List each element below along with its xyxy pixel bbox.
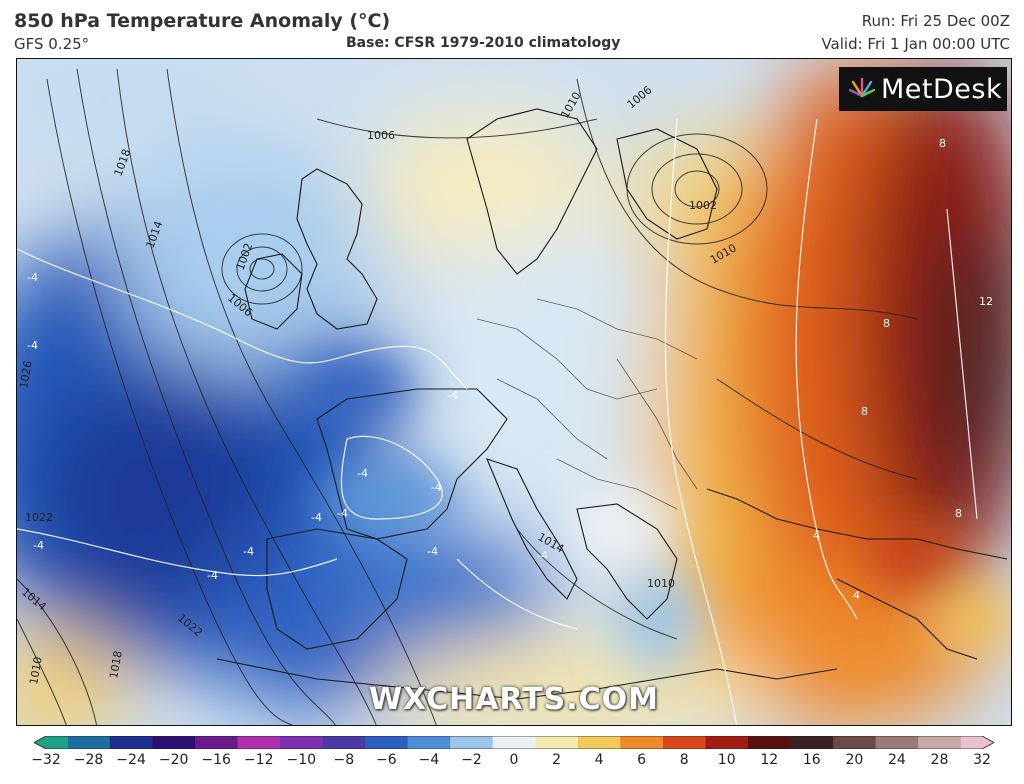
colorbar-tick-label: −28 — [73, 752, 104, 768]
anomaly-label: -4 — [33, 539, 44, 552]
colorbar-segment — [322, 736, 366, 749]
logo-text: MetDesk — [881, 73, 1003, 105]
anomaly-label: -4 — [431, 481, 442, 494]
colorbar-tick-label: −20 — [158, 752, 189, 768]
colorbar-segment — [662, 736, 706, 749]
valid-time-label: Valid: Fri 1 Jan 00:00 UTC — [821, 35, 1010, 53]
watermark: WXCHARTS.COM — [368, 682, 660, 717]
colorbar-tick-labels: −32 −28 −24 −20 −16 −12 −10 −8 −6 −4 −2 0 2 4 6 8 10 12 16… — [0, 752, 1024, 772]
colorbar-tick-label: −10 — [286, 752, 317, 768]
anomaly-detail — [297, 359, 1011, 669]
anomaly-label: -4 — [357, 467, 368, 480]
anomaly-contours — [17, 118, 978, 725]
isobars — [17, 68, 918, 725]
colorbar-segment — [960, 736, 994, 749]
colorbar-segment — [34, 736, 68, 749]
colorbar-segment — [833, 736, 877, 749]
colorbar-segment — [748, 736, 792, 749]
anomaly-label: 8 — [939, 137, 946, 150]
colorbar-tick-label: 20 — [845, 752, 864, 768]
colorbar-segment — [194, 736, 238, 749]
anomaly-label: 8 — [861, 405, 868, 418]
colorbar-tick-label: −32 — [31, 752, 61, 768]
country-borders — [476, 298, 698, 510]
colorbar-tick-label: −2 — [461, 752, 482, 768]
colorbar-tick-label: 2 — [552, 752, 561, 768]
isobar-label: 1010 — [27, 656, 45, 686]
metdesk-logo: MetDesk — [839, 67, 1007, 111]
colorbar-tick-label: 32 — [973, 752, 991, 768]
isobar-label: 1006 — [367, 129, 395, 142]
colorbar-segment — [492, 736, 536, 749]
anomaly-shading — [17, 59, 1011, 725]
anomaly-label: -4 — [243, 545, 254, 558]
colorbar-segment — [67, 736, 111, 749]
colorbar-tick-label: −4 — [418, 752, 440, 768]
map-canvas: 1018 1014 1002 1006 1006 1010 1006 1002 … — [17, 59, 1011, 725]
metdesk-burst-icon — [849, 77, 875, 98]
anomaly-label: 4 — [853, 589, 860, 602]
colorbar-tick-label: −24 — [116, 752, 146, 768]
isobar-label: 1018 — [107, 650, 125, 680]
anomaly-label: -4 — [537, 549, 548, 562]
colorbar-segment — [790, 736, 834, 749]
anomaly-label: 4 — [813, 529, 820, 542]
colorbar-segment — [237, 736, 281, 749]
model-label: GFS 0.25° — [14, 35, 90, 53]
anomaly-label: -4 — [207, 569, 218, 582]
colorbar-segment — [280, 736, 324, 749]
colorbar-segments — [34, 736, 994, 749]
anomaly-label: -4 — [447, 389, 458, 402]
anomaly-labels: -4 -4 -4 -4 -4 -4 -4 -4 -4 -4 -4 -4 8 8 … — [27, 137, 993, 602]
colorbar-segment — [365, 736, 409, 749]
anomaly-label: -4 — [427, 545, 438, 558]
colorbar-segment — [620, 736, 664, 749]
colorbar-tick-label: 16 — [802, 752, 821, 768]
anomaly-label: -4 — [337, 507, 348, 520]
colorbar-tick-label: 6 — [637, 752, 647, 768]
colorbar-tick-label: −12 — [243, 752, 274, 768]
colorbar-segment — [705, 736, 749, 749]
anomaly-label: -4 — [311, 511, 322, 524]
anomaly-label: 12 — [979, 295, 993, 308]
colorbar-segment — [407, 736, 451, 749]
colorbar-tick-label: 24 — [887, 752, 906, 768]
colorbar-segment — [109, 736, 153, 749]
anomaly-label: 8 — [955, 507, 962, 520]
colorbar-tick-label: 12 — [760, 752, 779, 768]
colorbar-segment — [875, 736, 919, 749]
anomaly-label: -4 — [27, 339, 38, 352]
run-time-label: Run: Fri 25 Dec 00Z — [861, 12, 1010, 30]
colorbar-segment — [918, 736, 962, 749]
anomaly-map: 1018 1014 1002 1006 1006 1010 1006 1002 … — [16, 58, 1012, 726]
chart-title: 850 hPa Temperature Anomaly (°C) — [14, 10, 391, 32]
colorbar-tick-label: −16 — [201, 752, 231, 768]
coastlines — [216, 108, 1008, 700]
colorbar-tick-label: −8 — [333, 752, 355, 768]
colorbar — [34, 736, 994, 749]
colorbar-segment — [577, 736, 621, 749]
isobar-label: 1002 — [689, 199, 717, 212]
base-climatology-label: Base: CFSR 1979-2010 climatology — [346, 35, 621, 51]
colorbar-segment — [152, 736, 196, 749]
colorbar-tick-label: 0 — [509, 752, 519, 768]
colorbar-tick-label: 10 — [717, 752, 736, 768]
isobar-label: 1026 — [17, 360, 35, 390]
isobar-label: 1022 — [25, 511, 53, 524]
colorbar-tick-label: 28 — [930, 752, 949, 768]
anomaly-label: 8 — [883, 317, 890, 330]
colorbar-segment — [535, 736, 579, 749]
isobar-label: 1010 — [647, 577, 675, 590]
colorbar-tick-label: −6 — [376, 752, 397, 768]
colorbar-segment — [450, 736, 494, 749]
anomaly-label: -4 — [27, 271, 38, 284]
colorbar-tick-label: 8 — [679, 752, 689, 768]
colorbar-tick-label: 4 — [594, 752, 604, 768]
